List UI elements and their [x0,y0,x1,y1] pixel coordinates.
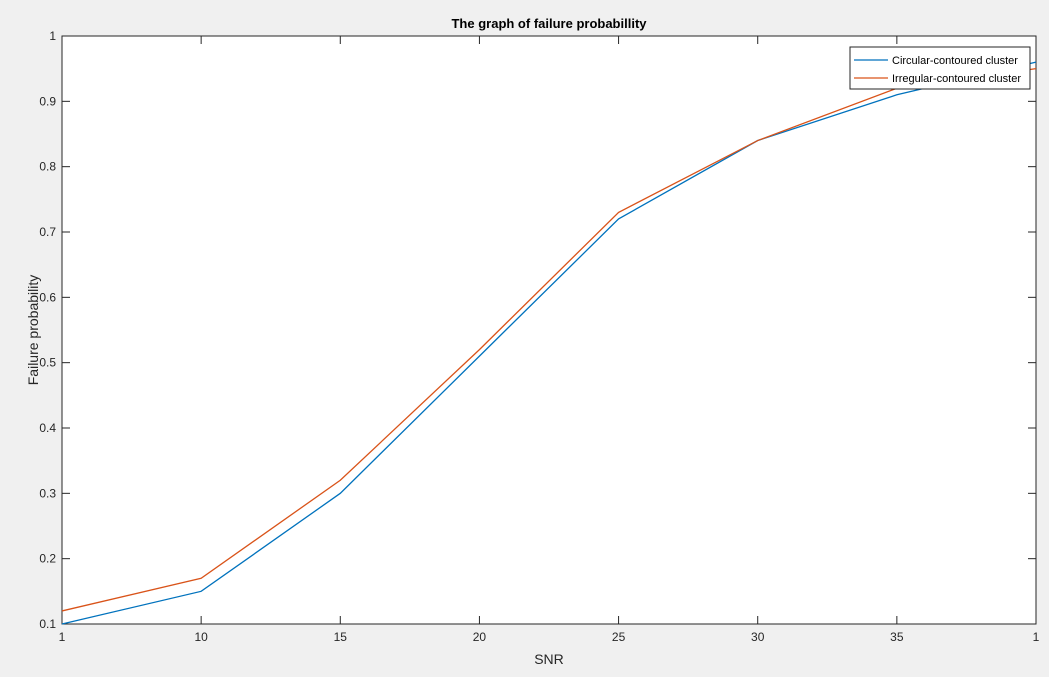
x-tick-label: 30 [751,630,765,644]
y-tick-label: 0.3 [39,486,56,500]
legend-box [849,46,1031,90]
legend: Circular-contoured cluster Irregular-cont… [849,46,1031,90]
y-tick-label: 1 [49,29,56,43]
y-tick-label: 0.4 [39,421,56,435]
x-tick-label: 35 [890,630,904,644]
x-tick-label: 10 [194,630,208,644]
legend-entry: Circular-contoured cluster [892,55,1018,67]
series-line-circular [61,61,1037,625]
y-tick-label: 0.7 [39,225,56,239]
x-tick-label: 1 [59,630,66,644]
legend-entry: Irregular-contoured cluster [892,73,1021,85]
x-tick-label: 15 [334,630,348,644]
y-tick-label: 0.6 [39,290,56,304]
chart-title: The graph of failure probabillity [451,16,647,31]
y-tick-label: 0.2 [39,552,56,566]
y-tick-label: 0.8 [39,160,56,174]
x-axis-label: SNR [534,651,564,667]
y-axis-label: Failure probability [25,275,41,386]
series-line-irregular [61,68,1037,612]
series-lines [61,61,1037,625]
x-tick-label: 1 [1033,630,1040,644]
axis-ticks: 1 10 15 20 25 30 35 10.10.20.30.40.50.60.70.80.… [39,29,1039,644]
y-tick-label: 0.1 [39,617,56,631]
y-tick-label: 0.5 [39,356,56,370]
y-tick-label: 0.9 [39,94,56,108]
x-tick-label: 25 [612,630,626,644]
x-tick-label: 20 [473,630,487,644]
plot-area [61,35,1037,625]
